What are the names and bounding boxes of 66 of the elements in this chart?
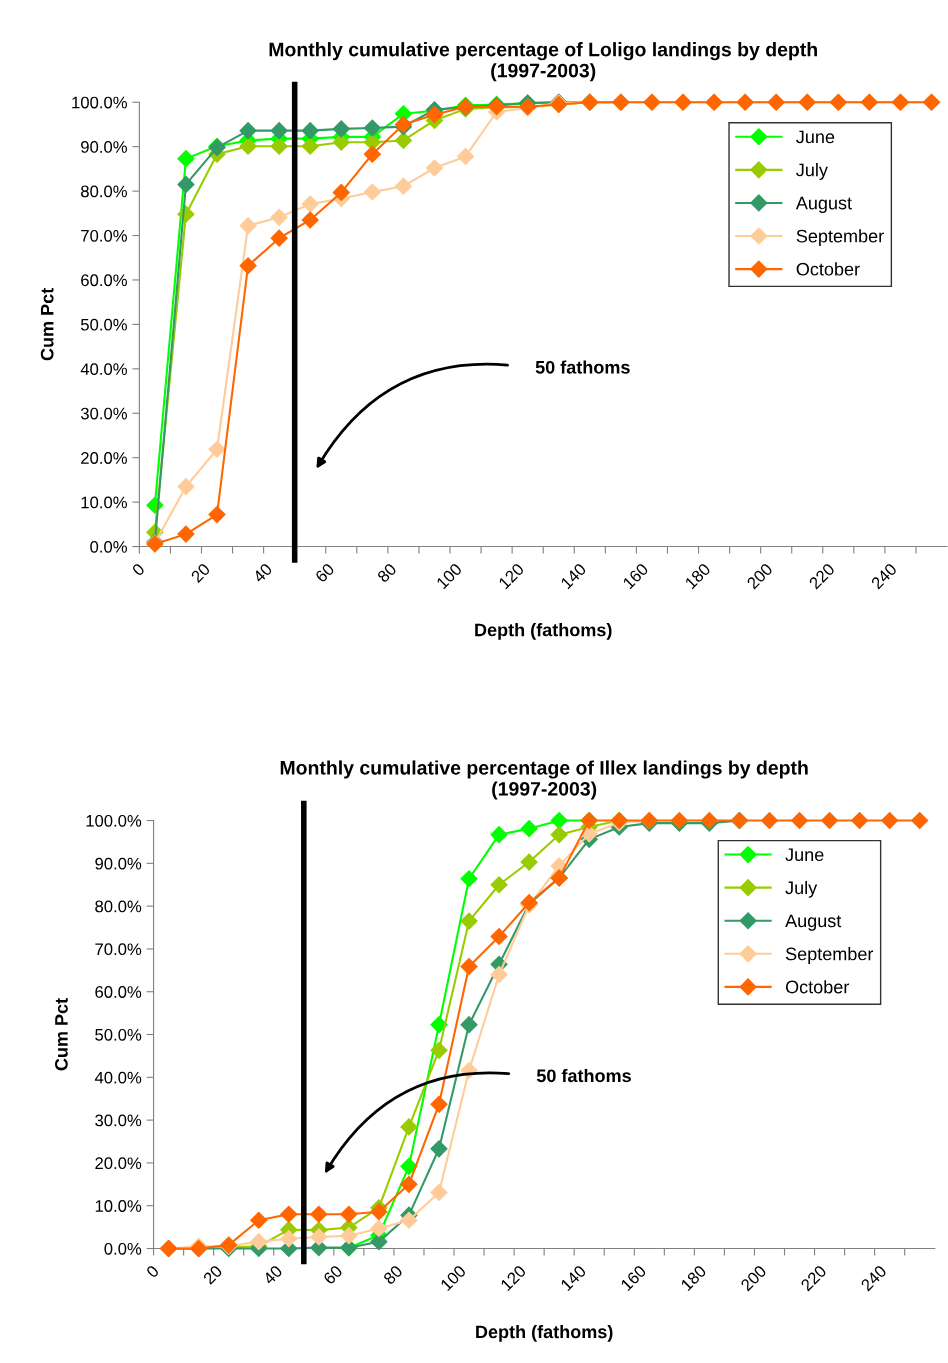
x-tick-label: 100 [439,1264,467,1292]
x-axis-title: Depth (fathoms) [476,1324,613,1342]
legend-label: June [796,130,835,144]
y-tick-label: 70.0% [95,943,142,956]
x-tick-label: 240 [860,1264,888,1292]
legend-label: June [785,848,824,862]
x-tick-label: 200 [740,1264,767,1292]
annotation: 50 fathoms [536,1068,631,1083]
x-tick-label: 20 [190,562,211,584]
legend-label: August [795,196,852,213]
x-tick-label: 40 [252,562,273,584]
legend-label: October [796,262,860,276]
x-tick-label: 120 [498,562,525,590]
y-axis-title: Cum Pct [55,998,68,1071]
y-tick-label: 40.0% [80,363,127,376]
x-tick-label: 220 [808,562,836,590]
chart-title: Monthly cumulative percentage of Illex landings by depth (1997-2003) [280,760,808,800]
y-tick-label: 0.0% [104,1242,142,1255]
legend-label: October [785,980,850,994]
y-tick-label: 10.0% [81,496,127,509]
x-tick-label: 0 [145,1264,160,1279]
y-tick-label: 60.0% [81,274,127,287]
y-axis-title: Cum Pct [40,288,54,361]
y-tick-label: 40.0% [94,1071,142,1084]
legend-label: September [796,229,884,247]
x-tick-label: 160 [622,562,649,590]
x-tick-label: 140 [560,562,587,590]
x-tick-label: 20 [202,1264,223,1285]
y-tick-label: 30.0% [95,1114,142,1127]
y-tick-label: 90.0% [95,857,142,870]
y-tick-label: 10.0% [95,1200,142,1212]
x-tick-label: 180 [684,562,712,590]
x-tick-label: 240 [870,562,898,590]
x-tick-label: 120 [499,1264,527,1292]
annotation: 50 fathoms [535,360,630,374]
legend-label: July [785,880,818,898]
y-tick-label: 60.0% [95,986,142,998]
y-tick-label: 80.0% [81,185,127,198]
x-tick-label: 160 [620,1264,647,1292]
x-tick-label: 140 [560,1264,587,1292]
y-tick-label: 100.0% [72,96,127,109]
x-tick-label: 200 [746,562,774,590]
y-tick-label: 20.0% [81,452,127,464]
x-tick-label: 60 [314,562,335,584]
legend-label: August [785,914,842,931]
x-tick-label: 0 [131,562,146,577]
x-tick-label: 220 [800,1264,828,1292]
y-tick-label: 0.0% [90,540,127,553]
y-tick-label: 30.0% [80,407,127,420]
legend-label: September [785,947,874,964]
y-tick-label: 90.0% [81,141,127,153]
x-tick-label: 60 [322,1264,344,1285]
legend-label: July [796,163,828,180]
x-tick-label: 80 [382,1264,404,1286]
x-axis-title: Depth (fathoms) [475,623,612,640]
x-tick-label: 180 [680,1264,707,1292]
y-tick-label: 100.0% [86,814,142,827]
y-tick-label: 80.0% [95,900,142,913]
y-tick-label: 70.0% [81,229,127,242]
x-tick-label: 40 [262,1264,284,1286]
y-tick-label: 50.0% [80,318,127,331]
y-tick-label: 50.0% [95,1028,142,1041]
chart-title: Monthly cumulative percentage of Loligo landings by depth (1997-2003) [269,42,817,82]
x-tick-label: 100 [435,562,463,590]
y-tick-label: 20.0% [95,1157,142,1170]
x-tick-label: 80 [376,562,398,584]
